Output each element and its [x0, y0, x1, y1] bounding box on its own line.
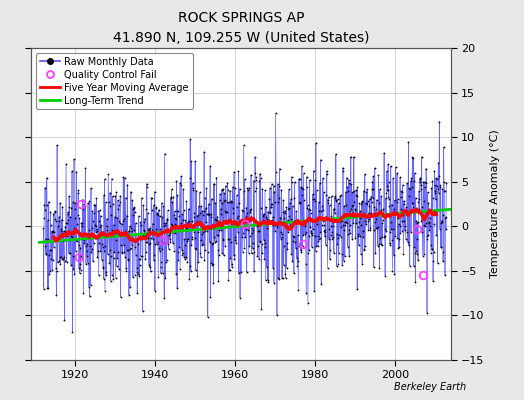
Y-axis label: Temperature Anomaly (°C): Temperature Anomaly (°C) [490, 130, 500, 278]
Legend: Raw Monthly Data, Quality Control Fail, Five Year Moving Average, Long-Term Tren: Raw Monthly Data, Quality Control Fail, … [36, 53, 193, 109]
Text: Berkeley Earth: Berkeley Earth [394, 382, 466, 392]
Title: ROCK SPRINGS AP
41.890 N, 109.255 W (United States): ROCK SPRINGS AP 41.890 N, 109.255 W (Uni… [113, 11, 369, 46]
